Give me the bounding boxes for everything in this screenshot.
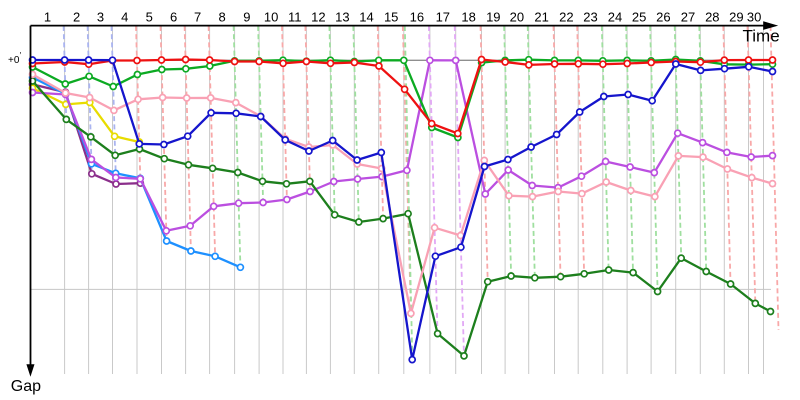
svg-text:12: 12 [311,10,325,25]
svg-text:25: 25 [632,10,646,25]
svg-text:17: 17 [436,10,450,25]
svg-text:1: 1 [44,10,51,25]
svg-text:27: 27 [681,10,695,25]
svg-text:Time: Time [743,26,780,45]
svg-text:8: 8 [218,10,225,25]
svg-text:22: 22 [559,10,573,25]
svg-text:19: 19 [486,10,500,25]
svg-text:30: 30 [747,10,761,25]
svg-text:18: 18 [461,10,475,25]
svg-text:13: 13 [335,10,349,25]
svg-text:20: 20 [510,10,524,25]
svg-text:4: 4 [121,10,128,25]
svg-text:16: 16 [410,10,424,25]
svg-text:28: 28 [705,10,719,25]
svg-text:15: 15 [384,10,398,25]
svg-text:+0: +0 [8,55,20,66]
svg-text:′: ′ [20,51,22,60]
svg-text:6: 6 [170,10,177,25]
svg-text:10: 10 [264,10,278,25]
svg-text:11: 11 [288,10,302,25]
svg-text:14: 14 [359,10,373,25]
svg-text:Gap: Gap [11,378,41,395]
svg-text:21: 21 [534,10,548,25]
svg-text:3: 3 [97,10,104,25]
svg-text:2: 2 [73,10,80,25]
svg-text:23: 23 [583,10,597,25]
svg-text:9: 9 [243,10,250,25]
svg-text:5: 5 [146,10,153,25]
svg-text:7: 7 [194,10,201,25]
svg-text:29: 29 [729,10,743,25]
svg-text:26: 26 [656,10,670,25]
svg-text:24: 24 [608,10,622,25]
